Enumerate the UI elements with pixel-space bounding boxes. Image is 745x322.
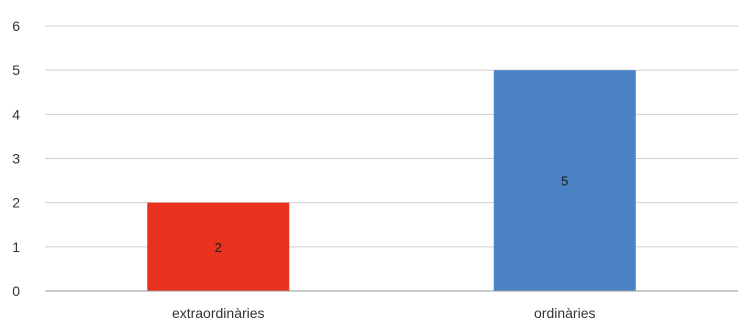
x-category-label: extraordinàries: [172, 305, 265, 321]
y-tick-label: 1: [12, 239, 20, 255]
data-label: 5: [561, 174, 568, 189]
data-label: 2: [215, 240, 222, 255]
y-tick-label: 3: [12, 151, 20, 167]
bar-0: [147, 202, 290, 291]
bars: [147, 70, 636, 292]
y-tick-label: 5: [12, 62, 20, 78]
data-labels: 25: [215, 174, 569, 255]
bar-1: [493, 70, 636, 292]
y-tick-label: 2: [12, 195, 20, 211]
y-tick-label: 6: [12, 18, 20, 34]
y-axis-ticks: 0 1 2 3 4 5 6: [12, 18, 20, 299]
x-axis-categories: extraordinàries ordinàries: [172, 305, 596, 321]
x-category-label: ordinàries: [534, 305, 595, 321]
y-tick-label: 4: [12, 106, 20, 122]
y-tick-label: 0: [12, 283, 20, 299]
